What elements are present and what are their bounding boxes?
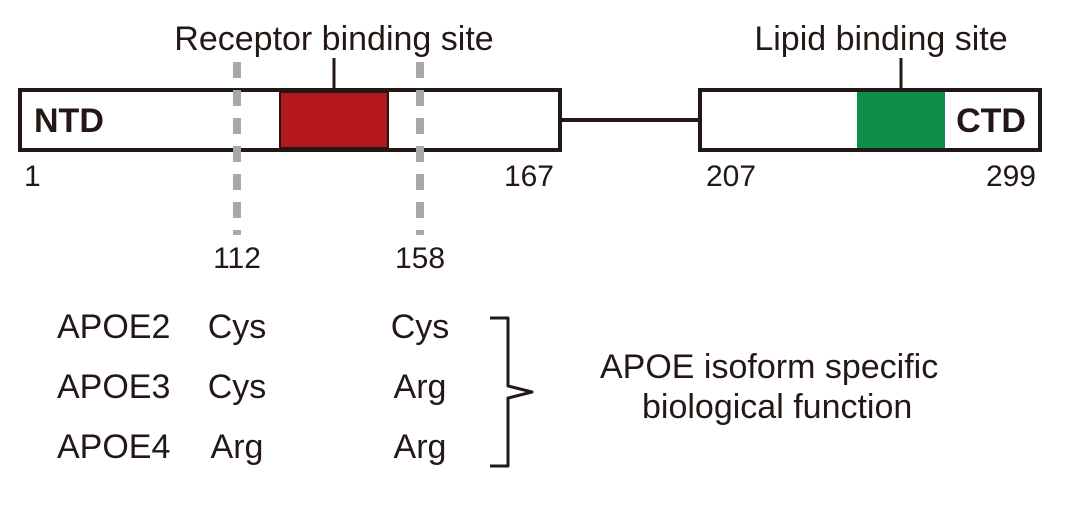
isoform-res112: Cys [208,308,267,346]
isoform-res158: Arg [394,368,447,406]
receptor-title: Receptor binding site [174,20,493,58]
receptor-binding-site [280,92,388,148]
isoform-res112: Cys [208,368,267,406]
isoform-res158: Arg [394,428,447,466]
ntd-label: NTD [34,102,104,140]
lipid-title: Lipid binding site [754,20,1007,58]
isoform-name: APOE2 [57,308,170,346]
isoform-name: APOE4 [57,428,170,466]
isoform-name: APOE3 [57,368,170,406]
description-line2: biological function [642,388,912,426]
pos-167: 167 [504,160,554,193]
pos-1: 1 [24,160,41,193]
ctd-label: CTD [956,102,1026,140]
description-line1: APOE isoform specific [600,348,938,386]
lipid-binding-site [857,92,945,148]
pos-158-label: 158 [395,242,445,275]
pos-299: 299 [986,160,1036,193]
isoform-res112: Arg [211,428,264,466]
isoform-res158: Cys [391,308,450,346]
apoe-domain-diagram: Receptor binding site Lipid binding site N… [0,0,1080,509]
pos-207: 207 [706,160,756,193]
pos-112-label: 112 [213,242,261,275]
